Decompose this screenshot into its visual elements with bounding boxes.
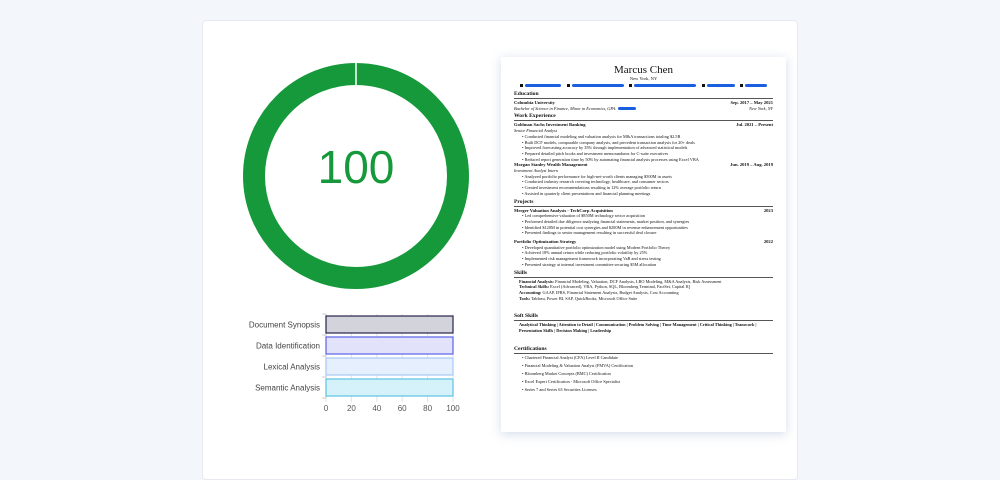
score-value: 100 [317, 141, 395, 193]
projects-heading: Projects [514, 199, 773, 207]
skill-label: Accounting: [519, 289, 542, 295]
certification: Chartered Financial Analyst (CFA) Level … [522, 355, 773, 361]
bar-semantic-analysis [325, 378, 454, 397]
bullet: Reduced report generation time by 50% by… [522, 157, 773, 163]
x-tick-label: 40 [372, 404, 381, 413]
job-dates: Jul. 2021 – Present [736, 122, 773, 128]
redacted-gpa [617, 107, 636, 111]
bar-data-identification [325, 336, 454, 355]
job-bullets: Conducted financial modeling and valuati… [514, 134, 773, 163]
project-header: Portfolio Optimization Strategy 2022 [514, 239, 773, 245]
work-heading: Work Experience [514, 113, 773, 122]
bullet: Improved forecasting accuracy by 35% thr… [522, 145, 773, 151]
skill-value: GAAP, IFRS, Financial Statement Analysis… [542, 289, 679, 295]
project-year: 2022 [763, 239, 773, 245]
soft-skills: Analytical Thinking | Attention to Detai… [519, 322, 757, 334]
soft-skills-heading: Soft Skills [514, 313, 773, 322]
linkedin-icon [629, 84, 632, 87]
project-year: 2023 [763, 207, 773, 213]
github-icon [701, 84, 705, 87]
bullet: Analyzed portfolio performance for high-… [522, 174, 773, 180]
skill-value: Tableau, Power BI, SAP, QuickBooks, Micr… [531, 295, 638, 301]
resume-preview: Marcus Chen New York, NY Education Colum… [501, 57, 786, 432]
project-bullets: Led comprehensive valuation of $850M tec… [514, 213, 773, 236]
bullet: Developed quantitative portfolio optimiz… [522, 245, 773, 251]
bullet: Prepared detailed pitch books and invest… [522, 151, 773, 157]
certification: Financial Modeling & Valuation Analyst (… [522, 363, 773, 369]
bullet: Led comprehensive valuation of $850M tec… [522, 213, 773, 219]
resume-location: New York, NY [629, 76, 658, 81]
job-bullets: Analyzed portfolio performance for high-… [514, 174, 773, 197]
globe-icon [740, 84, 743, 87]
skill-line: Accounting: GAAP, IFRS, Financial Statem… [519, 290, 773, 296]
bullet: Assisted in quarterly client presentatio… [522, 191, 773, 197]
score-donut [243, 63, 469, 289]
project-header: Merger Valuation Analysis - TechCorp Acq… [514, 208, 773, 214]
bar-document-synopsis [325, 315, 454, 334]
category-label: Document Synopsis [249, 321, 320, 330]
phone-contact [520, 84, 561, 87]
job-header: Goldman Sachs Investment Banking Jul. 202… [514, 122, 773, 128]
job-header: Morgan Stanley Wealth Management Jun. 201… [514, 162, 773, 168]
bullet: Implemented risk management framework in… [522, 256, 773, 262]
skill-line: Financial Analysis: Financial Modeling, … [519, 279, 773, 285]
skill-value: Excel (Advanced), VBA, Python, SQL, Bloo… [550, 284, 691, 290]
resume-name: Marcus Chen [614, 64, 673, 76]
job-dates: Jun. 2019 – Aug. 2019 [730, 162, 773, 168]
edu-dates: Sep. 2017 – May 2021 [730, 100, 774, 105]
bullet: Created investment recommendations resul… [522, 185, 773, 191]
bullet: Conducted industry research covering tec… [522, 179, 773, 185]
email-contact [566, 84, 624, 87]
website-contact [740, 84, 767, 87]
certification: Series 7 and Series 63 Securities Licens… [522, 387, 773, 393]
analysis-bar-chart: 0 20 40 60 80 100 Document Synopsis Data Identi… [249, 313, 460, 413]
x-tick-label: 100 [446, 404, 460, 413]
bullet: Identified $120M in potential cost syner… [522, 225, 773, 231]
job-org: Morgan Stanley Wealth Management [514, 162, 588, 168]
skill-line: Technical Skills: Excel (Advanced), VBA,… [519, 284, 773, 290]
skill-label: Financial Analysis: [519, 278, 554, 284]
skill-line: Tools: Tableau, Power BI, SAP, QuickBook… [519, 296, 773, 302]
skills-heading: Skills [514, 270, 773, 278]
education-heading: Education [514, 91, 773, 99]
bullet: Built DCF models, comparable company ana… [522, 140, 773, 146]
x-tick-label: 80 [423, 404, 432, 413]
bullet: Presented findings to senior management … [522, 230, 773, 236]
email-icon [566, 84, 570, 87]
project-bullets: Developed quantitative portfolio optimiz… [514, 245, 773, 268]
x-tick-label: 0 [324, 404, 329, 413]
contact-row [514, 82, 773, 89]
phone-icon [520, 84, 523, 87]
certification: Bloomberg Market Concepts (BMC) Certific… [522, 371, 773, 377]
skill-label: Technical Skills: [519, 284, 550, 290]
degree: Bachelor of Science in Finance, Minor in… [514, 105, 617, 111]
category-label: Data Identification [256, 342, 320, 351]
school: Columbia University [514, 100, 555, 105]
x-tick-label: 20 [347, 404, 356, 413]
bullet: Conducted financial modeling and valuati… [522, 134, 773, 140]
certifications-heading: Certifications [514, 346, 773, 354]
job-title: Senior Financial Analyst [514, 128, 557, 134]
bar-lexical-analysis [325, 357, 454, 376]
job-org: Goldman Sachs Investment Banking [514, 122, 586, 128]
edu-place: New York, NY [749, 105, 773, 111]
category-label: Semantic Analysis [255, 384, 320, 393]
job-title: Investment Analyst Intern [514, 168, 559, 174]
project-name: Portfolio Optimization Strategy [514, 239, 577, 245]
linkedin-contact [629, 84, 696, 87]
x-tick-label: 60 [398, 404, 407, 413]
skill-value: Financial Modeling, Valuation, DCF Analy… [555, 278, 722, 284]
bullet: Performed detailed due diligence analyzi… [522, 219, 773, 225]
category-label: Lexical Analysis [264, 363, 320, 372]
certification: Excel Expert Certification - Microsoft O… [522, 379, 773, 385]
github-contact [701, 84, 735, 87]
bullet: Presented strategy at internal investmen… [522, 262, 773, 268]
project-name: Merger Valuation Analysis - TechCorp Acq… [514, 207, 613, 213]
bullet: Achieved 18% annual return while reducin… [522, 250, 773, 256]
skill-label: Tools: [519, 295, 531, 301]
